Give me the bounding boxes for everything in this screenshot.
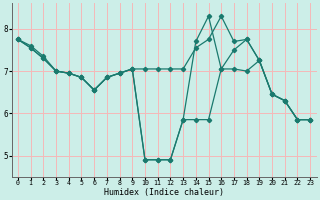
X-axis label: Humidex (Indice chaleur): Humidex (Indice chaleur) <box>104 188 224 197</box>
